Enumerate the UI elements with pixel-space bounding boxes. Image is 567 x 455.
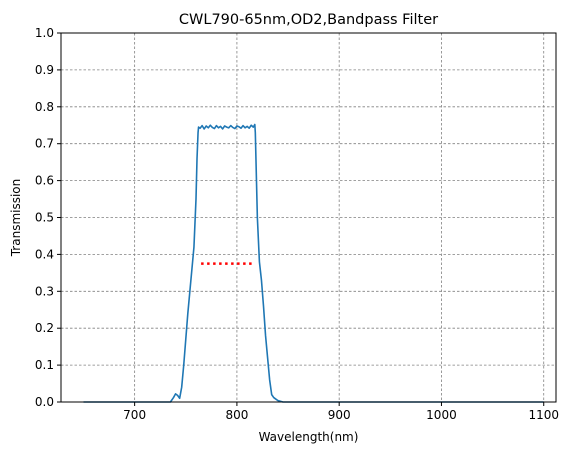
y-tick-label: 0.8 xyxy=(35,100,54,114)
x-tick-label: 700 xyxy=(123,408,146,422)
y-tick-label: 0.7 xyxy=(35,137,54,151)
x-axis-ticks: 700 800 900 1000 1100 xyxy=(123,402,559,422)
y-tick-label: 0.1 xyxy=(35,358,54,372)
y-tick-label: 0.0 xyxy=(35,395,54,409)
plot-series xyxy=(83,123,544,403)
grid xyxy=(61,33,556,402)
y-tick-label: 0.9 xyxy=(35,63,54,77)
y-tick-label: 0.6 xyxy=(35,174,54,188)
transmission-curve xyxy=(83,123,544,403)
x-axis-label: Wavelength(nm) xyxy=(259,430,359,444)
y-axis-ticks: 0.0 0.1 0.2 0.3 0.4 0.5 0.6 0.7 0.8 0.9 1.0 xyxy=(35,26,61,409)
y-tick-label: 0.2 xyxy=(35,321,54,335)
y-tick-label: 1.0 xyxy=(35,26,54,40)
y-tick-label: 0.3 xyxy=(35,284,54,298)
x-tick-label: 900 xyxy=(328,408,351,422)
x-tick-label: 1000 xyxy=(426,408,457,422)
x-tick-label: 800 xyxy=(225,408,248,422)
y-tick-label: 0.4 xyxy=(35,247,54,261)
y-tick-label: 0.5 xyxy=(35,211,54,225)
y-axis-label: Transmission xyxy=(9,179,23,258)
chart-title: CWL790-65nm,OD2,Bandpass Filter xyxy=(179,12,438,28)
x-tick-label: 1100 xyxy=(528,408,559,422)
